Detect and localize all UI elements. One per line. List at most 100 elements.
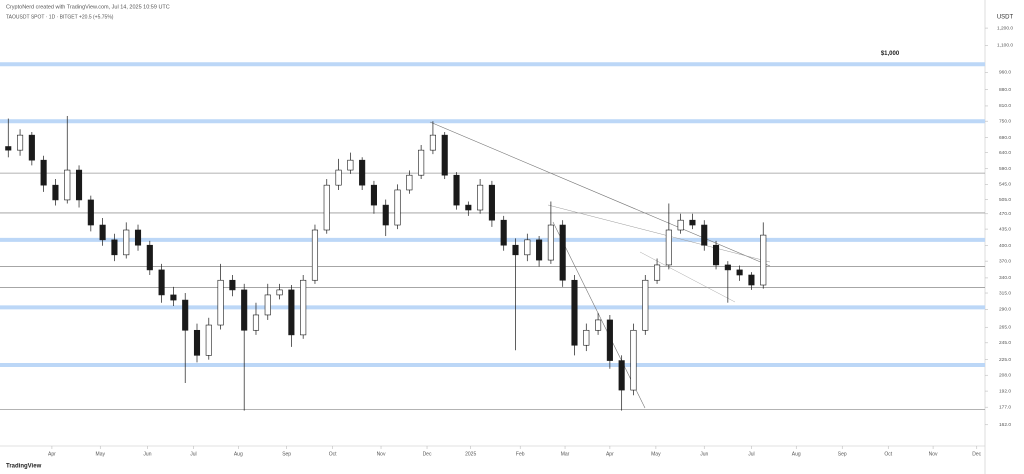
candle-body bbox=[5, 146, 12, 151]
candle-body bbox=[595, 319, 602, 331]
candle-body bbox=[583, 329, 590, 346]
candle-body bbox=[40, 159, 47, 186]
chart-subtitle: TAOUSDT SPOT · 1D · BITGET +20.5 (+5.75%… bbox=[6, 14, 114, 20]
candle-body bbox=[134, 229, 142, 246]
y-tick-label: 960.0 bbox=[999, 70, 1011, 76]
y-tick-label: 245.0 bbox=[999, 340, 1011, 346]
candle-body bbox=[370, 184, 377, 206]
y-tick-label: 690.0 bbox=[999, 135, 1011, 141]
candle-body bbox=[453, 174, 460, 206]
candle-body bbox=[512, 244, 519, 256]
candle-body bbox=[748, 274, 755, 286]
x-tick-label: Jun bbox=[700, 451, 708, 457]
x-tick-label: Mar bbox=[561, 451, 570, 457]
y-tick-label: 315.0 bbox=[999, 290, 1011, 296]
x-tick-label: Feb bbox=[516, 451, 525, 457]
candle-body bbox=[382, 204, 389, 226]
candle-body bbox=[465, 204, 472, 211]
y-tick-label: 225.0 bbox=[999, 357, 1011, 363]
candle-body bbox=[488, 184, 495, 221]
y-tick-label: 400.0 bbox=[999, 243, 1011, 249]
y-tick-label: 177.0 bbox=[999, 404, 1011, 410]
candle-body bbox=[276, 289, 283, 296]
y-tick-label: 435.0 bbox=[999, 226, 1011, 232]
trend-line bbox=[547, 204, 771, 263]
y-tick-label: 505.0 bbox=[999, 197, 1011, 203]
x-tick-label: Aug bbox=[792, 451, 801, 457]
candle-body bbox=[64, 169, 71, 201]
x-tick-label: Oct bbox=[329, 451, 337, 457]
y-tick-label: 1,100.0 bbox=[997, 43, 1013, 49]
candle-body bbox=[99, 224, 106, 241]
candle-body bbox=[606, 319, 613, 361]
y-tick-label: 290.0 bbox=[999, 307, 1011, 313]
candle-body bbox=[158, 269, 165, 296]
candle-body bbox=[111, 239, 118, 256]
chart-header: CryptoNerd created with TradingView.com,… bbox=[6, 4, 170, 10]
candle-body bbox=[406, 174, 413, 191]
candle-body bbox=[394, 189, 401, 226]
x-tick-label: Jul bbox=[748, 451, 754, 457]
candle-body bbox=[182, 299, 189, 331]
trend-line bbox=[639, 251, 736, 303]
y-tick-label: 192.0 bbox=[999, 388, 1011, 394]
candle-body bbox=[500, 219, 507, 246]
candle-body bbox=[335, 169, 342, 186]
y-tick-label: 640.0 bbox=[999, 150, 1011, 156]
x-tick-label: 2025 bbox=[465, 451, 476, 457]
trend-line bbox=[552, 221, 646, 409]
x-tick-label: Sep bbox=[282, 451, 291, 457]
candle-body bbox=[288, 289, 295, 336]
candle-body bbox=[311, 229, 319, 281]
candle-body bbox=[559, 224, 566, 281]
annotation: $1,000 bbox=[881, 51, 900, 57]
y-tick-label: 340.0 bbox=[999, 275, 1011, 281]
candle-body bbox=[665, 229, 672, 266]
y-tick-label: 545.0 bbox=[999, 182, 1011, 188]
candle-body bbox=[630, 329, 637, 391]
candle-body bbox=[618, 360, 625, 391]
candle-body bbox=[252, 314, 260, 331]
candle-body bbox=[524, 239, 531, 256]
candle-body bbox=[724, 264, 731, 271]
candle-body bbox=[241, 289, 248, 331]
candle-body bbox=[75, 169, 83, 201]
candle-body bbox=[146, 244, 153, 271]
candle-body bbox=[571, 279, 578, 346]
x-tick-label: Sep bbox=[838, 451, 847, 457]
candle-body bbox=[193, 329, 201, 356]
candles bbox=[5, 115, 767, 411]
x-tick-label: Aug bbox=[234, 451, 243, 457]
candle-body bbox=[654, 264, 661, 281]
x-tick-label: Nov bbox=[377, 451, 386, 457]
trend-line bbox=[429, 121, 771, 267]
candle-body bbox=[760, 234, 767, 286]
candle-body bbox=[429, 134, 436, 151]
x-tick-label: Apr bbox=[48, 451, 56, 457]
x-tick-label: Jun bbox=[143, 451, 151, 457]
y-tick-label: 590.0 bbox=[999, 166, 1011, 172]
y-tick-label: 810.0 bbox=[999, 103, 1011, 109]
candle-body bbox=[87, 199, 94, 226]
x-tick-label: Nov bbox=[929, 451, 938, 457]
y-tick-label: 208.0 bbox=[999, 373, 1011, 379]
x-tick-label: Dec bbox=[423, 451, 432, 457]
trend-lines bbox=[429, 121, 771, 409]
watermark: TradingView bbox=[6, 464, 42, 470]
candle-body bbox=[477, 184, 484, 211]
candle-body bbox=[418, 149, 425, 176]
y-tick-label: 265.0 bbox=[999, 325, 1011, 331]
candle-body bbox=[170, 294, 177, 301]
candle-body bbox=[736, 269, 743, 276]
candle-body bbox=[217, 279, 224, 326]
x-tick-label: Oct bbox=[884, 451, 892, 457]
candle-body bbox=[323, 184, 330, 231]
x-tick-label: May bbox=[651, 451, 661, 457]
x-tick-label: Apr bbox=[606, 451, 614, 457]
candle-body bbox=[123, 229, 130, 256]
axis-unit: USDT bbox=[997, 15, 1014, 21]
x-tick-label: May bbox=[96, 451, 106, 457]
candle-body bbox=[17, 134, 24, 151]
candle-body bbox=[300, 279, 307, 336]
